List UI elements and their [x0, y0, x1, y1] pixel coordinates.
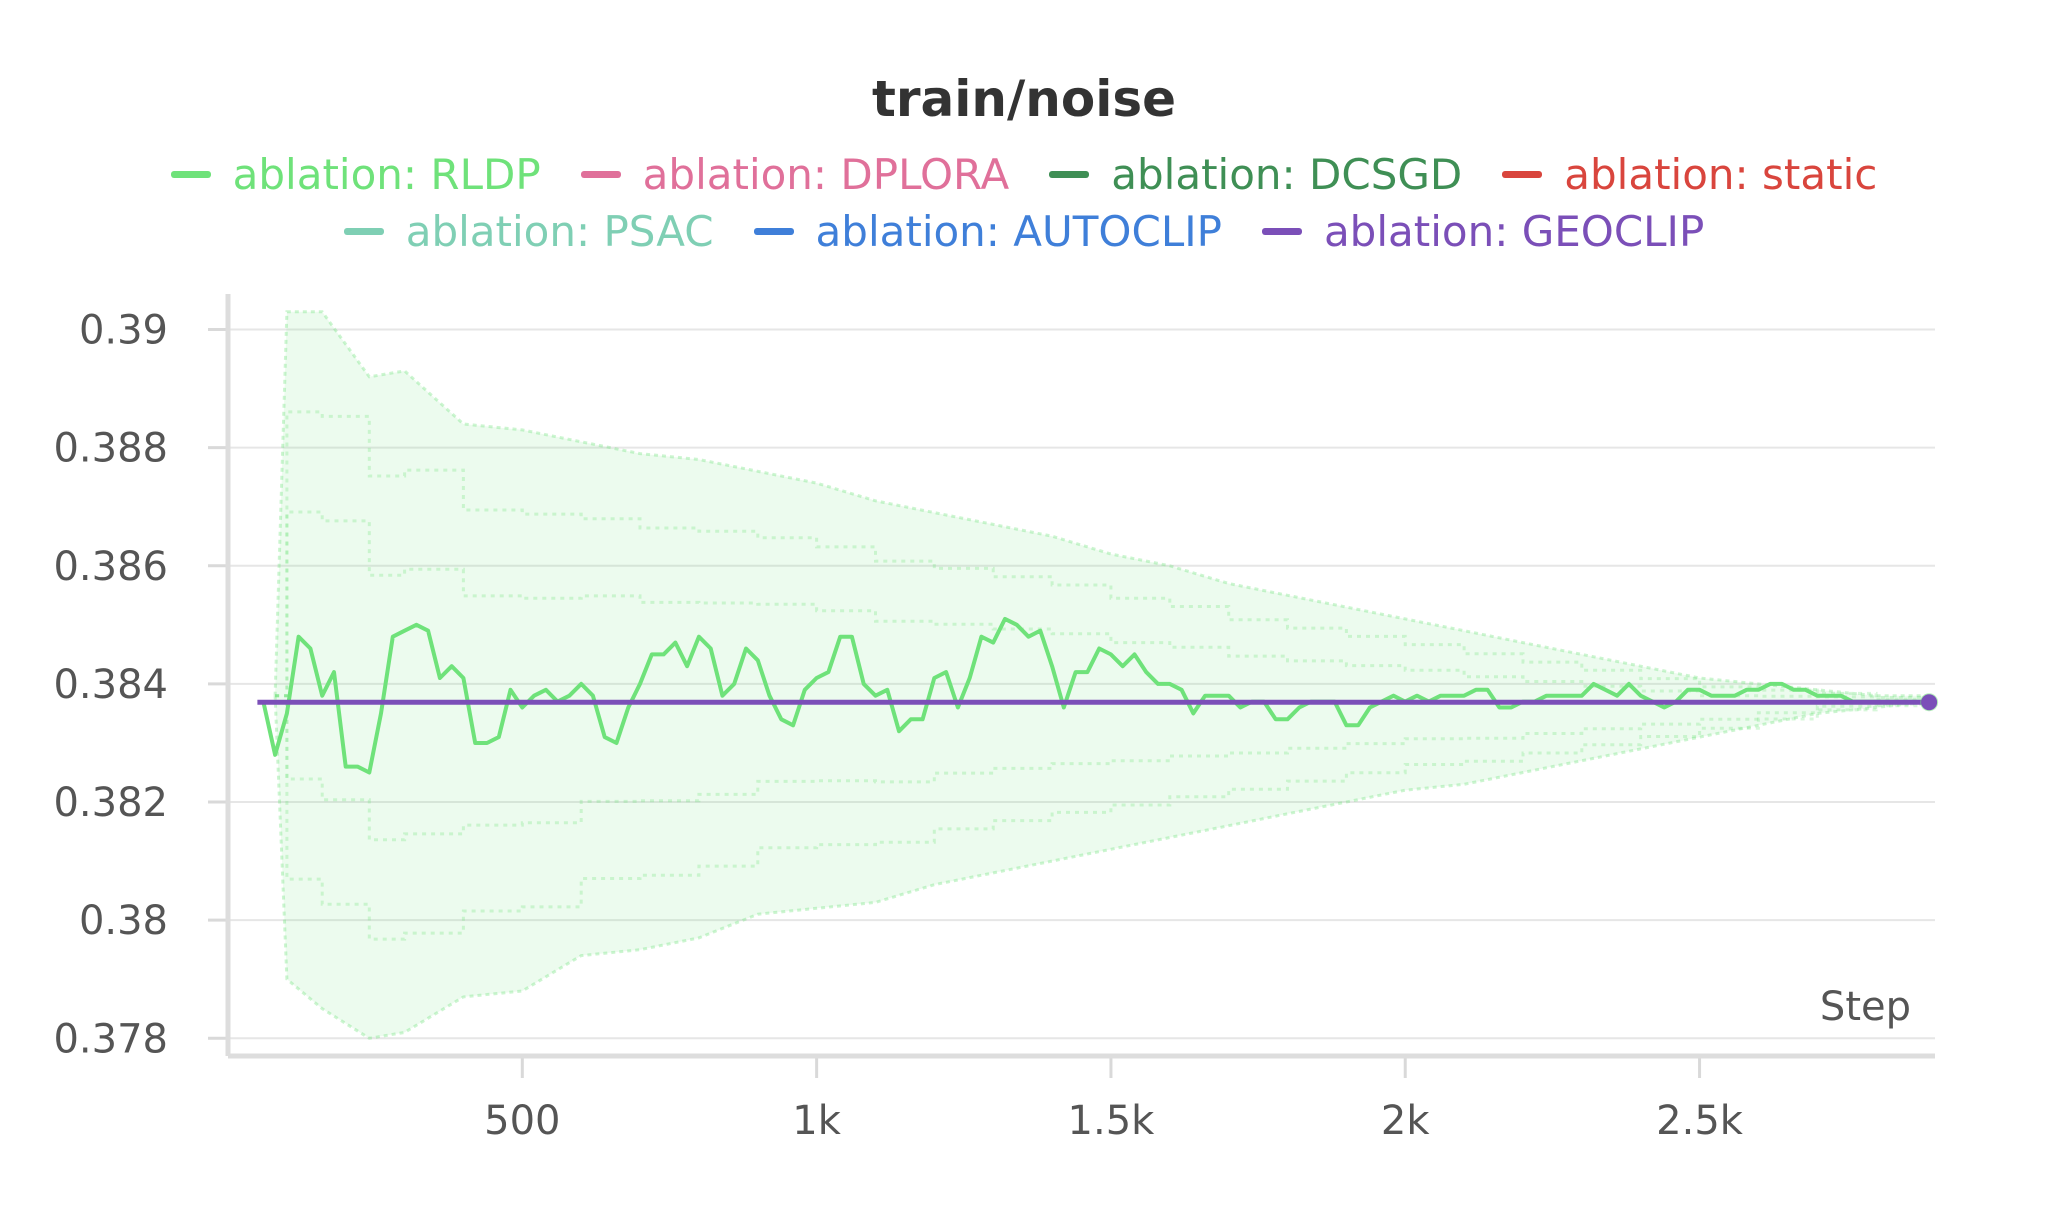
x-tick-label: 1.5k: [1068, 1098, 1156, 1144]
legend-label: ablation: PSAC: [405, 207, 714, 256]
rldp-run-trace-4: [275, 410, 1931, 699]
legend-item[interactable]: ablation: static: [1502, 150, 1877, 199]
legend-item[interactable]: ablation: GEOCLIP: [1261, 207, 1705, 256]
legend-label: ablation: DPLORA: [642, 150, 1010, 199]
y-tick-label: 0.386: [53, 544, 168, 590]
x-tick-label: 2k: [1381, 1098, 1430, 1144]
legend-swatch: [343, 228, 384, 235]
axes: 0.378 0.38 0.382 0.384 0.386 0.388 0.39 500 1k 1.…: [53, 294, 1935, 1144]
rldp-band-upper-edge: [273, 310, 1930, 698]
x-tick-label: 1k: [792, 1098, 841, 1144]
legend-item[interactable]: ablation: DCSGD: [1049, 150, 1462, 199]
y-tick-label: 0.38: [79, 898, 168, 944]
legend-label: ablation: RLDP: [232, 150, 541, 199]
grid-lines: [228, 328, 1935, 1040]
legend-item[interactable]: ablation: DPLORA: [580, 150, 1010, 199]
y-tick-label: 0.388: [53, 426, 168, 472]
y-tick-label: 0.39: [79, 308, 168, 354]
legend-label: ablation: static: [1564, 150, 1878, 199]
y-tick-label: 0.382: [53, 780, 168, 826]
x-axis-label: Step: [1820, 984, 1911, 1030]
y-tick-label: 0.378: [53, 1016, 168, 1062]
legend-label: ablation: AUTOCLIP: [815, 207, 1222, 256]
legend-label: ablation: GEOCLIP: [1323, 207, 1705, 256]
legend-label: ablation: DCSGD: [1111, 150, 1463, 199]
series-line-ablation-rldp: [261, 616, 1924, 775]
rldp-run-trace-3: [275, 510, 1931, 701]
legend-swatch: [1261, 228, 1302, 235]
rldp-range-band: [273, 310, 1931, 1040]
legend-row: ablation: RLDP ablation: DPLORA ablation: …: [0, 150, 2048, 199]
rldp-band-area: [275, 311, 1930, 1039]
legend-swatch: [580, 171, 621, 178]
series-end-marker-geoclip: [1921, 694, 1938, 711]
legend-item[interactable]: ablation: PSAC: [343, 207, 714, 256]
x-tick-label: 500: [484, 1098, 560, 1144]
legend-swatch: [753, 228, 794, 235]
legend-item[interactable]: ablation: AUTOCLIP: [753, 207, 1222, 256]
y-tick-label: 0.384: [53, 662, 168, 708]
rldp-run-trace-1: [275, 694, 1931, 941]
legend-swatch: [170, 171, 211, 178]
chart-title: train/noise: [871, 70, 1177, 128]
x-tick-label: 2.5k: [1656, 1098, 1744, 1144]
rldp-run-trace-2: [275, 694, 1931, 842]
legend-item[interactable]: ablation: RLDP: [170, 150, 541, 199]
legend-swatch: [1502, 171, 1543, 178]
legend-row: ablation: PSAC ablation: AUTOCLIP ablation…: [0, 207, 2048, 256]
legend-swatch: [1049, 171, 1090, 178]
series-lines: [257, 616, 1939, 775]
rldp-band-lower-edge: [273, 695, 1930, 1040]
